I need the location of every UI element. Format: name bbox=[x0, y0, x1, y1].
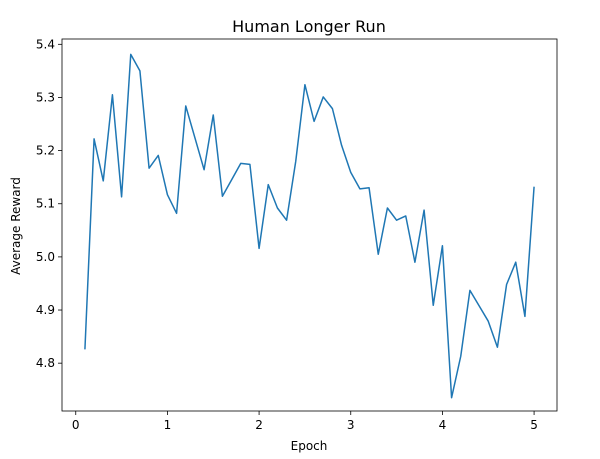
y-tick-label-2: 5.0 bbox=[36, 250, 55, 264]
y-tick-label-3: 5.1 bbox=[36, 197, 55, 211]
x-tick-label-1: 1 bbox=[164, 418, 172, 432]
y-tick-label-1: 4.9 bbox=[36, 303, 55, 317]
x-tick-label-0: 0 bbox=[72, 418, 80, 432]
y-tick-label-5: 5.3 bbox=[36, 90, 55, 104]
y-tick-label-0: 4.8 bbox=[36, 356, 55, 370]
x-tick-label-4: 4 bbox=[439, 418, 447, 432]
y-tick-label-6: 5.4 bbox=[36, 37, 55, 51]
x-axis-label: Epoch bbox=[291, 439, 328, 453]
plot-area: 0 1 2 3 4 5 4.8 4.9 5.0 5.1 5.2 5.3 5.4 bbox=[36, 37, 558, 432]
y-axis-label: Average Reward bbox=[9, 177, 23, 275]
y-tick-label-4: 5.2 bbox=[36, 144, 55, 158]
x-tick-label-3: 3 bbox=[347, 418, 355, 432]
chart-title: Human Longer Run bbox=[232, 17, 386, 36]
x-tick-label-5: 5 bbox=[530, 418, 538, 432]
series-line-0 bbox=[84, 53, 535, 399]
plot-frame bbox=[61, 38, 558, 412]
x-tick-label-2: 2 bbox=[255, 418, 263, 432]
